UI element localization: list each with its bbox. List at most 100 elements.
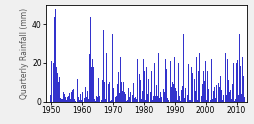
Bar	[198, 53, 199, 102]
Bar	[113, 96, 114, 102]
Bar	[159, 98, 160, 102]
Bar	[230, 93, 231, 102]
Bar	[111, 100, 112, 102]
Bar	[122, 82, 123, 102]
Bar	[233, 101, 234, 102]
Bar	[168, 93, 169, 102]
Bar	[133, 98, 134, 102]
Bar	[99, 97, 100, 102]
Bar	[150, 71, 151, 102]
Bar	[103, 43, 104, 102]
Bar	[63, 92, 64, 102]
Bar	[185, 99, 186, 102]
Bar	[78, 100, 79, 102]
Bar	[165, 97, 166, 102]
Bar	[164, 59, 165, 102]
Bar	[157, 53, 158, 102]
Bar	[86, 92, 87, 102]
Bar	[73, 89, 74, 102]
Bar	[218, 87, 219, 102]
Bar	[69, 81, 70, 102]
Bar	[93, 100, 94, 102]
Bar	[140, 99, 141, 102]
Bar	[81, 100, 82, 102]
Bar	[188, 100, 189, 102]
Bar	[121, 82, 122, 102]
Bar	[170, 87, 171, 102]
Bar	[56, 67, 57, 102]
Bar	[190, 67, 191, 102]
Bar	[200, 96, 201, 102]
Bar	[77, 79, 78, 102]
Bar	[58, 67, 59, 102]
Bar	[123, 93, 124, 102]
Bar	[64, 94, 65, 102]
Bar	[126, 100, 127, 102]
Bar	[193, 87, 194, 102]
Bar	[154, 96, 155, 102]
Bar	[142, 59, 143, 102]
Bar	[59, 78, 60, 102]
Bar	[243, 97, 244, 102]
Bar	[152, 100, 153, 102]
Bar	[120, 85, 121, 102]
Bar	[178, 96, 179, 102]
Bar	[60, 98, 61, 102]
Bar	[235, 63, 236, 102]
Bar	[160, 97, 161, 102]
Bar	[112, 34, 113, 102]
Bar	[158, 63, 159, 102]
Bar	[189, 59, 190, 102]
Bar	[71, 92, 72, 102]
Bar	[94, 99, 95, 102]
Bar	[61, 99, 62, 102]
Bar	[196, 98, 197, 102]
Bar	[66, 100, 67, 102]
Bar	[206, 99, 207, 102]
Bar	[153, 63, 154, 102]
Bar	[124, 92, 125, 102]
Bar	[83, 69, 84, 102]
Bar	[135, 97, 136, 102]
Bar	[151, 98, 152, 102]
Bar	[180, 90, 181, 102]
Bar	[95, 101, 96, 102]
Bar	[98, 78, 99, 102]
Bar	[176, 91, 177, 102]
Bar	[115, 97, 116, 102]
Bar	[89, 81, 90, 102]
Bar	[238, 34, 239, 102]
Bar	[231, 84, 232, 102]
Bar	[132, 94, 133, 102]
Bar	[240, 94, 241, 102]
Bar	[57, 73, 58, 102]
Bar	[191, 73, 192, 102]
Bar	[221, 100, 222, 102]
Bar	[228, 92, 229, 102]
Bar	[202, 71, 203, 102]
Bar	[171, 82, 172, 102]
Bar	[74, 99, 75, 102]
Bar	[162, 101, 163, 102]
Bar	[175, 88, 176, 102]
Bar	[216, 98, 217, 102]
Bar	[67, 97, 68, 102]
Bar	[87, 91, 88, 102]
Bar	[209, 100, 210, 102]
Bar	[143, 71, 144, 102]
Bar	[144, 96, 145, 102]
Bar	[167, 100, 168, 102]
Bar	[229, 90, 230, 102]
Bar	[138, 88, 139, 102]
Bar	[213, 86, 214, 102]
Bar	[116, 84, 117, 102]
Bar	[203, 81, 204, 102]
Bar	[110, 96, 111, 102]
Bar	[62, 97, 63, 102]
Bar	[183, 98, 184, 102]
Bar	[217, 83, 218, 102]
Bar	[222, 95, 223, 102]
Bar	[184, 88, 185, 102]
Bar	[172, 98, 173, 102]
Bar	[70, 99, 71, 102]
